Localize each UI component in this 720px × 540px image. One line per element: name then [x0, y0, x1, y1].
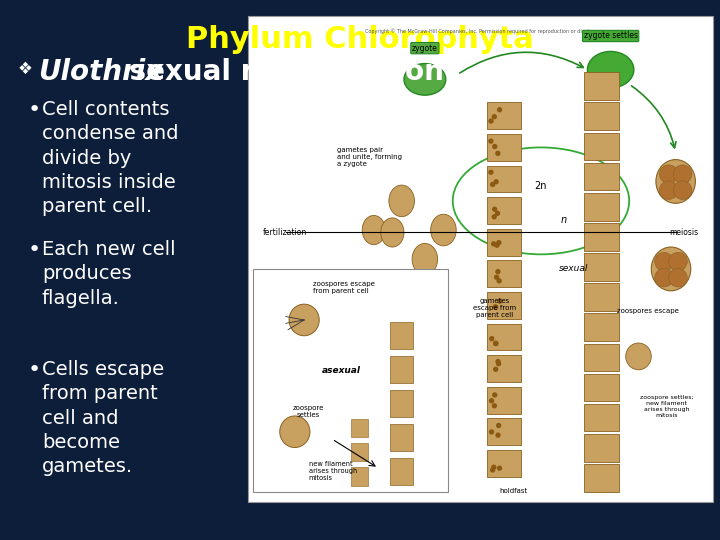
Circle shape: [490, 243, 495, 248]
Text: holdfast: holdfast: [499, 488, 527, 494]
FancyBboxPatch shape: [584, 223, 618, 251]
Circle shape: [654, 268, 673, 287]
Ellipse shape: [289, 304, 319, 336]
FancyBboxPatch shape: [584, 163, 618, 191]
Text: zoospore settles;
new filament
arises through
mitosis: zoospore settles; new filament arises th…: [639, 395, 693, 417]
Ellipse shape: [626, 343, 652, 370]
Circle shape: [492, 307, 498, 313]
Text: Cell contents
condense and
divide by
mitosis inside
parent cell.: Cell contents condense and divide by mit…: [42, 100, 179, 216]
Text: n: n: [561, 215, 567, 225]
FancyBboxPatch shape: [390, 424, 413, 451]
Circle shape: [495, 139, 500, 144]
FancyBboxPatch shape: [487, 355, 521, 382]
FancyBboxPatch shape: [390, 390, 413, 417]
Text: •: •: [28, 240, 41, 260]
Circle shape: [660, 165, 678, 184]
Ellipse shape: [656, 159, 696, 203]
FancyBboxPatch shape: [584, 404, 618, 431]
FancyBboxPatch shape: [487, 229, 521, 255]
Text: zoospore
settles: zoospore settles: [293, 405, 325, 418]
Circle shape: [490, 460, 495, 465]
Circle shape: [495, 393, 500, 398]
FancyBboxPatch shape: [584, 434, 618, 462]
FancyBboxPatch shape: [487, 450, 521, 477]
Text: Each new cell
produces
flagella.: Each new cell produces flagella.: [42, 240, 176, 307]
FancyBboxPatch shape: [351, 443, 368, 461]
FancyBboxPatch shape: [584, 193, 618, 220]
Circle shape: [673, 165, 692, 184]
Circle shape: [496, 427, 501, 433]
Circle shape: [497, 140, 502, 145]
Text: new filament
arises through
mitosis: new filament arises through mitosis: [309, 461, 357, 481]
Circle shape: [491, 364, 496, 369]
Text: meiosis: meiosis: [670, 228, 699, 237]
Circle shape: [492, 146, 497, 151]
Ellipse shape: [362, 215, 385, 245]
FancyBboxPatch shape: [487, 323, 521, 350]
Ellipse shape: [431, 214, 456, 246]
Ellipse shape: [421, 282, 447, 314]
FancyBboxPatch shape: [248, 16, 713, 502]
Ellipse shape: [588, 51, 634, 88]
FancyBboxPatch shape: [584, 253, 618, 281]
Circle shape: [489, 182, 495, 187]
Text: sexual: sexual: [559, 265, 588, 273]
Text: zoospores escape: zoospores escape: [617, 308, 679, 314]
Circle shape: [490, 246, 495, 251]
Text: •: •: [28, 360, 41, 380]
FancyBboxPatch shape: [584, 343, 618, 371]
Ellipse shape: [389, 185, 415, 217]
FancyBboxPatch shape: [351, 418, 368, 437]
FancyBboxPatch shape: [584, 72, 618, 100]
FancyBboxPatch shape: [351, 467, 368, 485]
Circle shape: [497, 210, 503, 215]
Circle shape: [660, 181, 678, 199]
Text: zygote settles: zygote settles: [584, 31, 638, 40]
FancyBboxPatch shape: [584, 464, 618, 492]
FancyBboxPatch shape: [487, 260, 521, 287]
Circle shape: [495, 336, 500, 341]
Circle shape: [489, 393, 494, 398]
Circle shape: [497, 305, 502, 310]
Circle shape: [489, 201, 494, 206]
Circle shape: [495, 339, 500, 345]
FancyBboxPatch shape: [487, 166, 521, 192]
Circle shape: [497, 274, 502, 280]
Circle shape: [490, 272, 495, 277]
Ellipse shape: [412, 244, 438, 275]
Text: •: •: [28, 100, 41, 120]
FancyBboxPatch shape: [487, 292, 521, 319]
Text: ❖: ❖: [18, 60, 33, 78]
Text: Cells escape
from parent
cell and
become
gametes.: Cells escape from parent cell and become…: [42, 360, 164, 476]
FancyBboxPatch shape: [390, 356, 413, 383]
Circle shape: [495, 201, 500, 206]
Text: gametes
escape from
parent cell: gametes escape from parent cell: [473, 298, 516, 318]
Ellipse shape: [381, 218, 404, 247]
Text: 2n: 2n: [535, 181, 547, 191]
FancyBboxPatch shape: [487, 418, 521, 445]
Circle shape: [492, 463, 498, 469]
FancyBboxPatch shape: [584, 313, 618, 341]
FancyBboxPatch shape: [584, 103, 618, 130]
FancyBboxPatch shape: [487, 387, 521, 414]
Text: gametes pair
and unite, forming
a zygote: gametes pair and unite, forming a zygote: [337, 147, 402, 167]
Circle shape: [495, 371, 500, 376]
FancyBboxPatch shape: [487, 103, 521, 129]
FancyBboxPatch shape: [390, 322, 413, 349]
Circle shape: [488, 365, 494, 370]
Text: Phylum Chlorophyta: Phylum Chlorophyta: [186, 25, 534, 54]
FancyBboxPatch shape: [584, 284, 618, 311]
Circle shape: [490, 401, 495, 407]
Circle shape: [669, 252, 688, 271]
FancyBboxPatch shape: [584, 374, 618, 401]
Circle shape: [495, 116, 500, 121]
Circle shape: [495, 113, 500, 119]
Circle shape: [496, 106, 501, 112]
Text: zygote: zygote: [412, 44, 438, 52]
Circle shape: [669, 268, 688, 287]
Text: fertilization: fertilization: [262, 228, 307, 237]
Circle shape: [490, 456, 496, 461]
FancyBboxPatch shape: [487, 134, 521, 161]
Circle shape: [494, 237, 499, 242]
